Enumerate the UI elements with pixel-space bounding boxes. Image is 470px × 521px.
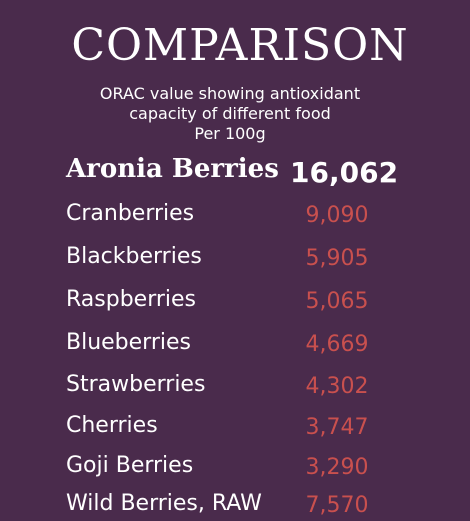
- item-name: Strawberries: [66, 372, 206, 397]
- item-value: 5,065: [305, 289, 369, 314]
- list-item-goji: Goji Berries 3,290: [0, 451, 470, 481]
- subtitle-line-2: capacity of different food: [129, 104, 331, 123]
- subtitle-line-1: ORAC value showing antioxidant: [99, 84, 361, 103]
- list-item-blackberries: Blackberries 5,905: [0, 242, 470, 272]
- item-name: Cranberries: [66, 201, 195, 226]
- list-item-blueberries: Blueberries 4,669: [0, 328, 470, 358]
- list-item-strawberries: Strawberries 4,302: [0, 370, 470, 400]
- item-name: Cherries: [66, 413, 158, 438]
- list-item-cherries: Cherries 3,747: [0, 411, 470, 441]
- list-item-wild-berries: Wild Berries, RAW 7,570: [0, 489, 470, 519]
- item-value: 5,905: [305, 246, 369, 271]
- item-value: 16,062: [290, 156, 399, 189]
- item-value: 4,302: [305, 374, 369, 399]
- item-name: Goji Berries: [66, 453, 194, 478]
- subtitle: ORAC value showing antioxidant capacity …: [0, 84, 460, 144]
- subtitle-line-3: Per 100g: [194, 124, 266, 143]
- item-value: 3,747: [305, 415, 369, 440]
- item-name: Raspberries: [66, 287, 197, 312]
- item-name: Blueberries: [66, 330, 191, 355]
- list-item-raspberries: Raspberries 5,065: [0, 285, 470, 315]
- item-value: 4,669: [305, 332, 369, 357]
- item-name: Aronia Berries: [66, 154, 279, 184]
- list-item-cranberries: Cranberries 9,090: [0, 199, 470, 229]
- item-value: 9,090: [305, 203, 369, 228]
- item-value: 7,570: [305, 493, 369, 518]
- item-value: 3,290: [305, 455, 369, 480]
- item-name: Blackberries: [66, 244, 202, 269]
- page-title: COMPARISON: [71, 20, 409, 71]
- item-name: Wild Berries, RAW: [66, 491, 262, 516]
- list-item-aronia: Aronia Berries 16,062: [0, 154, 470, 188]
